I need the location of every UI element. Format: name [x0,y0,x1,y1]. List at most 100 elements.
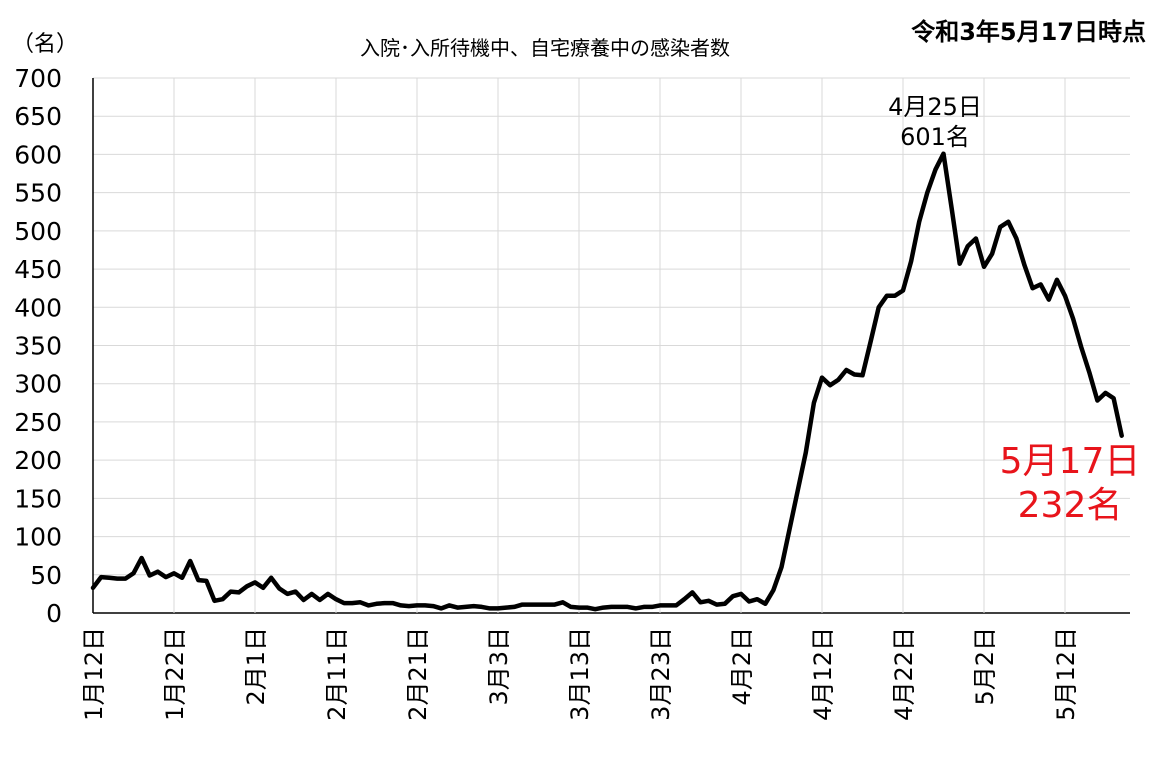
data-point [286,593,289,595]
x-tick-label: 3月3日 [485,627,513,706]
data-point [983,265,985,268]
data-point [181,577,183,579]
data-point [910,260,912,263]
data-point [748,600,750,603]
data-point [537,603,540,606]
y-tick-label: 300 [14,370,62,399]
data-point [432,605,435,607]
y-tick-label: 0 [46,599,62,628]
x-tick-label: 4月12日 [809,627,837,721]
data-point [634,607,637,610]
chart-title: 入院･入所待機中、自宅療養中の感染者数 [360,36,730,60]
data-point [764,603,767,605]
x-tick-label: 4月22日 [890,627,918,721]
data-point [262,586,264,589]
y-tick-label: 250 [14,408,62,437]
data-point [116,577,119,580]
x-tick-label: 1月22日 [161,627,189,721]
data-point [124,577,127,580]
data-point [221,598,224,601]
y-tick-label: 350 [14,332,62,361]
data-point [772,589,775,591]
data-point [902,289,904,292]
data-point [1112,397,1115,400]
data-point [942,152,945,155]
data-point [173,572,175,575]
data-point [877,306,880,309]
data-point [545,603,548,606]
data-point [456,606,459,609]
data-point [383,602,386,604]
data-point [157,570,159,573]
data-point [1080,346,1082,348]
data-point [643,606,645,608]
data-point [327,593,329,595]
date-stamp: 令和3年5月17日時点 [911,18,1146,46]
data-point [489,607,491,610]
data-point [1048,298,1050,301]
data-point [270,577,273,579]
data-point [934,168,937,171]
data-point [586,606,588,609]
data-point [416,604,418,607]
data-point [845,369,848,371]
data-point [958,262,961,265]
data-point [610,606,613,608]
data-point [1064,295,1066,297]
x-tick-label: 4月2日 [728,627,756,706]
data-point [853,373,856,376]
latest-date-label: 5月17日 [999,441,1141,482]
data-point [529,603,532,606]
data-point [92,586,94,589]
data-point [464,606,467,608]
y-tick-label: 550 [14,179,62,208]
peak-annotation: 4月25日 601名 [850,92,1020,152]
data-point [732,595,734,597]
data-point [497,607,499,610]
data-point [756,598,758,601]
data-point [675,604,677,607]
y-tick-label: 400 [14,293,62,322]
data-point [472,605,475,607]
data-point [448,604,451,607]
data-point [821,376,823,379]
data-point [132,572,135,575]
data-point [148,574,151,577]
data-point [505,606,507,609]
data-point [205,580,208,582]
data-point [918,220,920,223]
data-point [391,602,394,604]
data-point [1088,371,1091,374]
data-point [513,606,515,608]
y-axis-unit: （名） [12,32,79,57]
data-point [1056,278,1058,281]
data-point [626,606,629,608]
data-point [424,604,426,607]
data-point [667,604,669,607]
data-point [310,593,313,595]
x-tick-label: 2月1日 [242,627,270,706]
x-tick-label: 3月23日 [647,627,675,721]
data-point [886,295,888,297]
data-point [229,590,232,593]
data-point [894,295,896,297]
data-point [975,237,977,240]
data-point [926,191,929,194]
data-point [999,226,1001,228]
y-tick-label: 650 [14,102,62,131]
data-point [570,606,572,608]
data-point [440,607,443,610]
data-point [1096,399,1099,402]
y-tick-label: 700 [14,64,62,93]
data-point [408,605,410,607]
data-point [367,604,370,607]
data-point [991,252,993,255]
data-point [343,602,345,604]
data-point [780,566,783,568]
data-point [302,599,305,601]
axis-layer: 0 50 100 150 200 250 300 350 400 450 500 550 600 650 7… [14,64,1080,721]
data-point [796,489,799,492]
data-point [1104,392,1107,394]
